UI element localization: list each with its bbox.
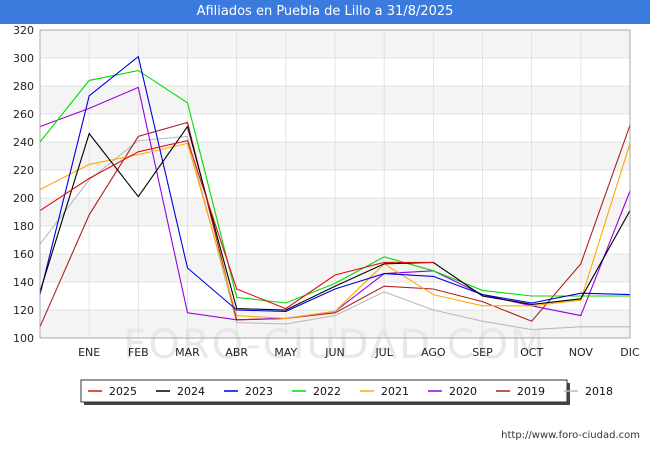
y-tick-label: 160: [13, 248, 34, 261]
y-tick-label: 100: [13, 332, 34, 345]
x-tick-label: MAY: [274, 346, 297, 359]
y-tick-label: 320: [13, 24, 34, 37]
x-tick-label: JUN: [324, 346, 345, 359]
y-tick-label: 300: [13, 52, 34, 65]
x-tick-labels: ENE FEB MAR ABR MAY JUN JUL AGO SEP OCT NOV DIC: [78, 346, 640, 359]
y-tick-labels: 100 120 140 160 180 200 220 240 260 280 300 320: [13, 24, 34, 345]
legend-label-2020: 2020: [449, 385, 477, 398]
legend-label-2025: 2025: [109, 385, 137, 398]
series-line-2022: [39, 70, 630, 304]
series-line-2024: [39, 125, 631, 311]
legend-items: 2025 2024 2023 2022 2021 2020 2019 2018: [88, 385, 613, 398]
x-tick-label: OCT: [520, 346, 543, 359]
y-tick-label: 280: [13, 80, 34, 93]
legend-label-2024: 2024: [177, 385, 205, 398]
legend-label-2019: 2019: [517, 385, 545, 398]
chart-title: Afiliados en Puebla de Lillo a 31/8/2025: [196, 4, 454, 19]
x-tick-label: ENE: [78, 346, 100, 359]
y-tick-label: 220: [13, 164, 34, 177]
legend-label-2023: 2023: [245, 385, 273, 398]
series-line-2021: [39, 142, 631, 319]
x-tick-label: DIC: [620, 346, 640, 359]
source-url: http://www.foro-ciudad.com: [501, 430, 640, 441]
x-tick-label: AGO: [421, 346, 446, 359]
series-line-2023: [39, 55, 631, 312]
legend-label-2022: 2022: [313, 385, 341, 398]
x-tick-label: SEP: [472, 346, 493, 359]
series-line-2018: [39, 135, 630, 331]
y-tick-label: 240: [13, 136, 34, 149]
plot-frame: [39, 29, 631, 339]
legend-label-2021: 2021: [381, 385, 409, 398]
series-line-2019: [39, 121, 631, 328]
y-tick-label: 260: [13, 108, 34, 121]
y-tick-label: 180: [13, 220, 34, 233]
x-tick-label: FEB: [128, 346, 149, 359]
x-tick-label: JUL: [374, 346, 393, 359]
watermark: FORO-CIUDAD.COM: [123, 322, 546, 368]
y-tick-label: 200: [13, 192, 34, 205]
title-bar: Afiliados en Puebla de Lillo a 31/8/2025: [0, 0, 650, 24]
legend-label-2018: 2018: [585, 385, 613, 398]
x-tick-label: MAR: [175, 346, 200, 359]
x-tick-label: ABR: [225, 346, 248, 359]
series-lines: [39, 55, 631, 331]
legend: 2025 2024 2023 2022 2021 2020 2019 2018: [80, 379, 613, 405]
series-line-2025: [39, 139, 434, 310]
x-tick-label: NOV: [569, 346, 594, 359]
y-tick-label: 140: [13, 276, 34, 289]
y-tick-label: 120: [13, 304, 34, 317]
